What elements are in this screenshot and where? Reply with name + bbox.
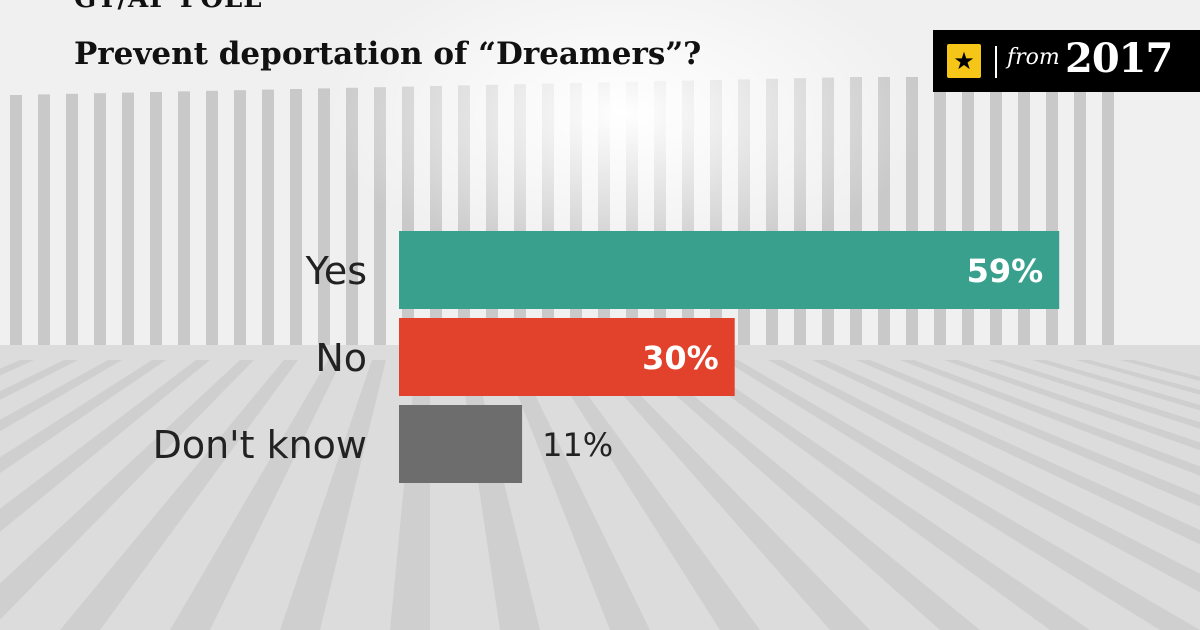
badge-year: 2017	[1065, 35, 1173, 82]
data-label: 11%	[542, 426, 613, 464]
category-label: Yes	[305, 249, 367, 293]
category-label: Don't know	[153, 423, 367, 467]
badge-from-label: from	[1007, 45, 1060, 70]
bar-no	[399, 318, 735, 396]
badge-divider	[995, 46, 997, 78]
bar-yes	[399, 231, 1060, 309]
data-label: 59%	[967, 252, 1044, 290]
star-icon: ★	[947, 44, 981, 78]
chart-title: Prevent deportation of “Dreamers”?	[74, 36, 702, 72]
poll-kicker: GT/AP POLL	[74, 0, 263, 14]
year-badge: ★ from 2017	[933, 30, 1200, 92]
bar-don-t-know	[399, 405, 523, 483]
category-label: No	[315, 336, 367, 380]
data-label: 30%	[642, 339, 719, 377]
